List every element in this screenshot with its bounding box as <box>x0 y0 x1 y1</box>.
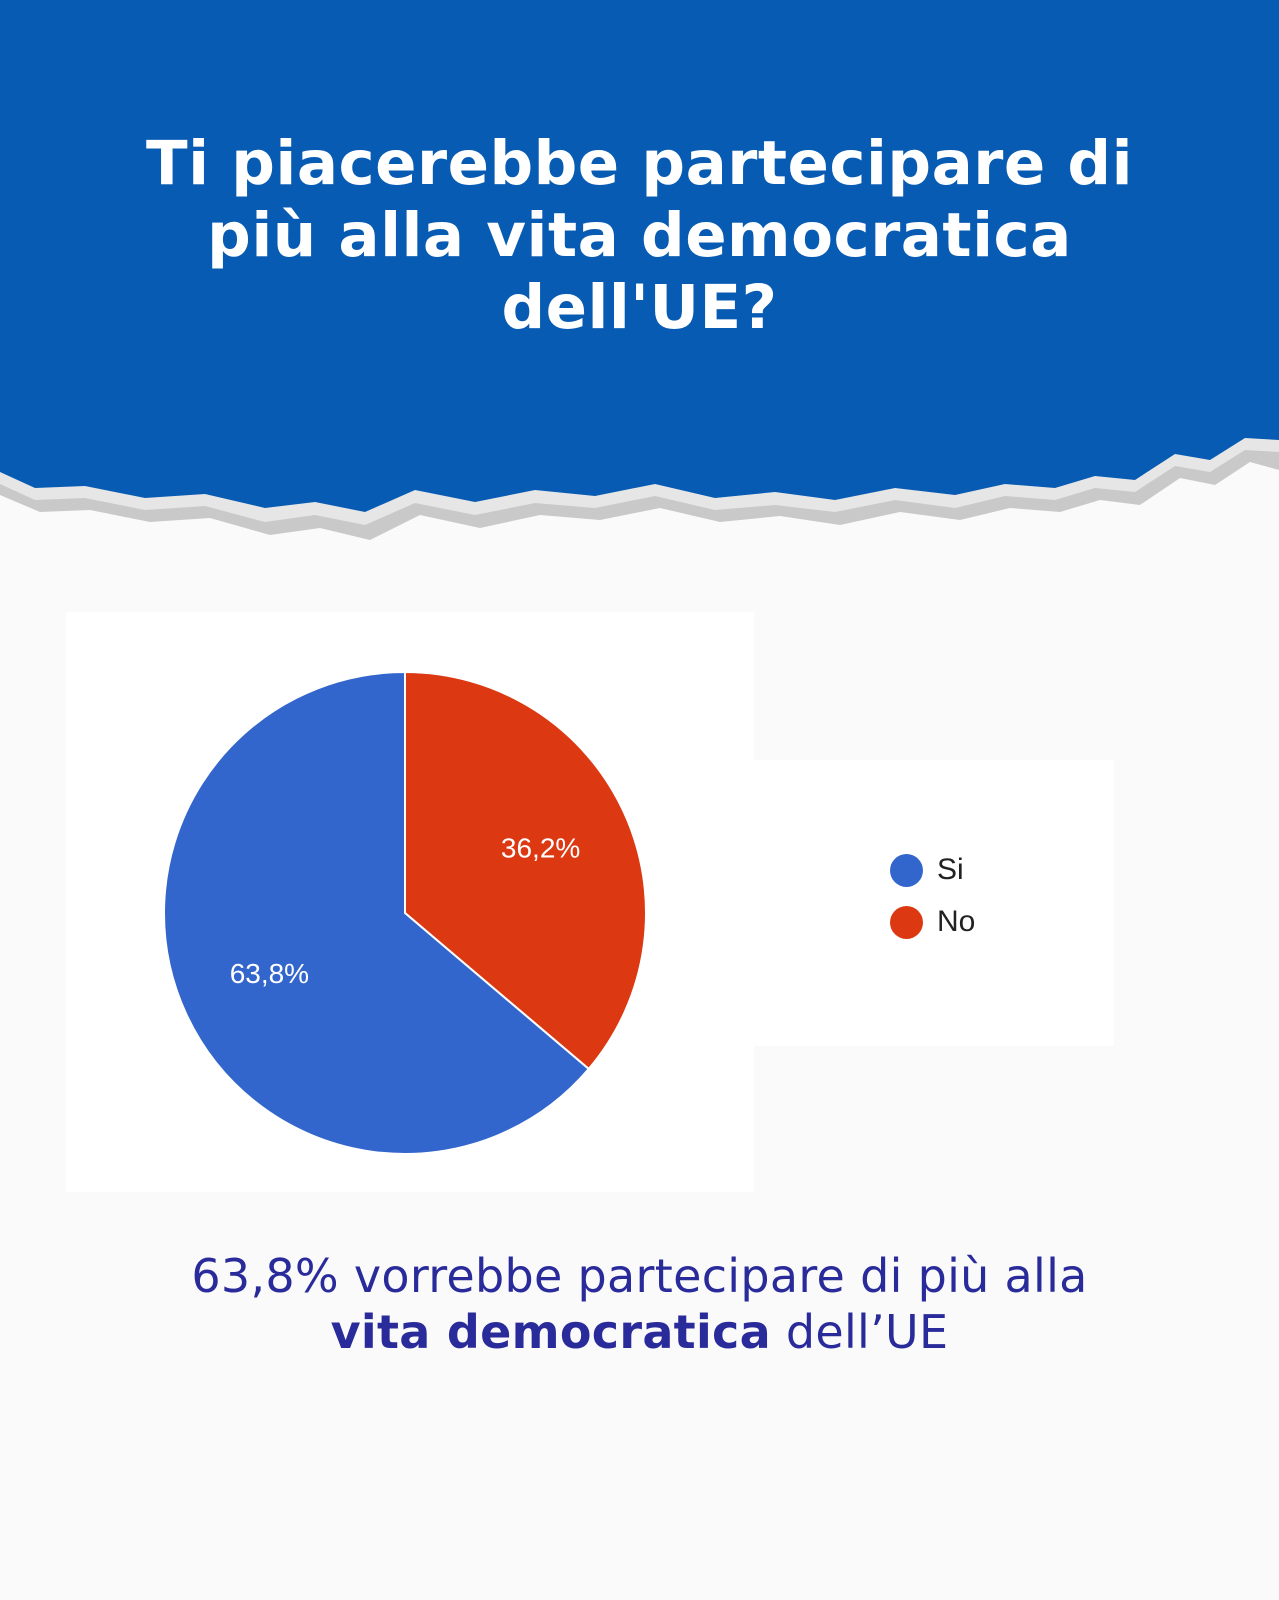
legend-swatch-si <box>890 853 923 887</box>
chart-legend: Si No <box>754 760 1114 1046</box>
caption-text-1: 63,8% vorrebbe partecipare di più alla <box>191 1249 1088 1303</box>
legend-item-si: Si <box>890 850 964 890</box>
pie-chart: 36,2% 63,8% <box>163 670 647 1155</box>
summary-caption: 63,8% vorrebbe partecipare di più alla v… <box>140 1248 1139 1360</box>
pie-slice-si <box>163 670 591 1155</box>
pie-label-no: 36,2% <box>501 833 580 864</box>
page-title: Ti piacerebbe partecipare di più alla vi… <box>145 128 1134 343</box>
banner-fill <box>0 0 1279 512</box>
legend-swatch-no <box>890 905 923 939</box>
torn-paper-banner <box>0 0 1279 540</box>
caption-bold: vita democratica <box>330 1305 771 1359</box>
legend-item-no: No <box>890 902 975 942</box>
pie-label-si: 63,8% <box>230 958 309 989</box>
caption-text-2: dell’UE <box>770 1305 949 1359</box>
legend-label-si: Si <box>937 853 964 886</box>
pie-slice-no <box>404 670 647 1071</box>
pie-chart-card: 36,2% 63,8% <box>66 612 754 1192</box>
legend-label-no: No <box>937 905 976 938</box>
header-banner: Ti piacerebbe partecipare di più alla vi… <box>0 0 1279 560</box>
